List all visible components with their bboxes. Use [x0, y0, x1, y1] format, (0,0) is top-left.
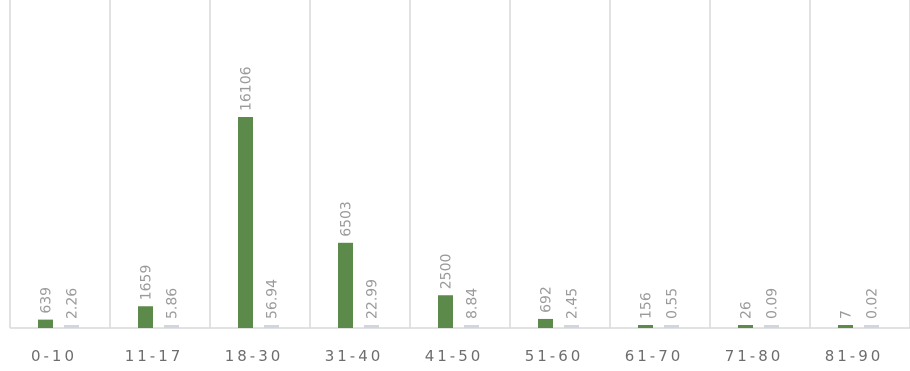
- bar-series0-71-80: [738, 325, 753, 328]
- bar-series0-0-10: [38, 319, 53, 328]
- value-label-series0-61-70: 156: [639, 292, 655, 319]
- category-label-81-90: 81-90: [825, 347, 884, 365]
- value-label-series1-51-60: 2.45: [565, 288, 581, 319]
- category-label-0-10: 0-10: [31, 347, 77, 365]
- bar-series1-41-50: [464, 325, 479, 328]
- value-label-series1-61-70: 0.55: [665, 288, 681, 319]
- bar-series0-51-60: [538, 318, 553, 328]
- value-label-series1-71-80: 0.09: [765, 288, 781, 319]
- category-label-31-40: 31-40: [325, 347, 384, 365]
- value-label-series1-18-30: 56.94: [265, 279, 281, 319]
- category-label-11-17: 11-17: [125, 347, 184, 365]
- value-label-series0-71-80: 26: [739, 301, 755, 319]
- value-label-series1-81-90: 0.02: [865, 288, 881, 319]
- value-label-series1-41-50: 8.84: [465, 288, 481, 319]
- bar-series1-51-60: [564, 325, 579, 328]
- bar-series1-18-30: [264, 325, 279, 328]
- category-labels-layer: 0-10 11-17 18-30 31-40 41-50 51-60 61-70 71-80 8…: [31, 347, 884, 365]
- bar-series0-31-40: [338, 242, 353, 328]
- bar-series0-18-30: [238, 117, 253, 328]
- category-label-51-60: 51-60: [525, 347, 584, 365]
- bar-series1-11-17: [164, 325, 179, 328]
- bar-series1-0-10: [64, 325, 79, 328]
- bar-series1-71-80: [764, 325, 779, 328]
- value-label-series0-81-90: 7: [839, 310, 855, 319]
- value-label-series0-41-50: 2500: [439, 254, 455, 290]
- category-separators: [9, 0, 910, 328]
- category-label-71-80: 71-80: [725, 347, 784, 365]
- bar-series0-11-17: [138, 306, 153, 328]
- value-label-series0-51-60: 692: [539, 286, 555, 313]
- bar-series1-81-90: [864, 325, 879, 328]
- bars-layer: [38, 117, 879, 328]
- bar-series0-61-70: [638, 325, 653, 328]
- category-label-18-30: 18-30: [225, 347, 284, 365]
- value-label-series0-0-10: 639: [39, 287, 55, 314]
- value-label-series1-0-10: 2.26: [65, 288, 81, 319]
- bar-series0-81-90: [838, 325, 853, 328]
- value-label-series1-31-40: 22.99: [365, 279, 381, 319]
- category-label-41-50: 41-50: [425, 347, 484, 365]
- value-label-series0-31-40: 6503: [339, 201, 355, 237]
- bar-series1-31-40: [364, 325, 379, 328]
- bar-series0-41-50: [438, 295, 453, 328]
- category-label-61-70: 61-70: [625, 347, 684, 365]
- value-labels-layer: 639 2.26 1659 5.86 16106 56.94 6503 22.99 2500 8.…: [39, 66, 881, 319]
- value-label-series0-11-17: 1659: [139, 265, 155, 301]
- value-label-series1-11-17: 5.86: [165, 288, 181, 319]
- bar-series1-61-70: [664, 325, 679, 328]
- value-label-series0-18-30: 16106: [239, 66, 255, 111]
